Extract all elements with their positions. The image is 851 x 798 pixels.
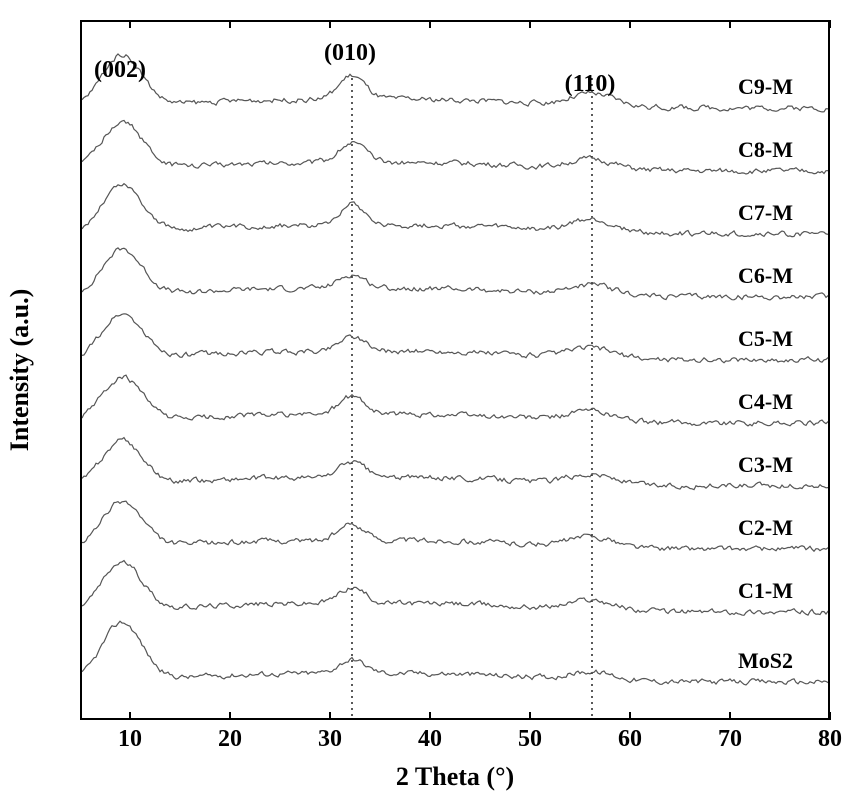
- series-label: MoS2: [738, 648, 793, 674]
- xrd-trace: [82, 184, 830, 237]
- xrd-trace: [82, 621, 830, 685]
- plot-svg: [82, 22, 830, 720]
- x-tick-mark: [329, 712, 331, 720]
- x-tick-label: 60: [618, 726, 642, 753]
- xrd-figure: Intensity (a.u.) 2 Theta (°) 10 20 30 40 50 6…: [0, 0, 851, 798]
- x-tick-label: 30: [318, 726, 342, 753]
- x-tick-label: 40: [418, 726, 442, 753]
- series-label: C8-M: [738, 137, 793, 163]
- x-tick-label: 20: [218, 726, 242, 753]
- series-label: C6-M: [738, 263, 793, 289]
- x-tick-mark-top: [529, 20, 531, 28]
- plot-area: [80, 20, 830, 720]
- x-tick-mark-top: [629, 20, 631, 28]
- x-tick-mark-top: [129, 20, 131, 28]
- x-tick-mark: [629, 712, 631, 720]
- series-label: C2-M: [738, 515, 793, 541]
- xrd-trace: [82, 501, 830, 551]
- series-label: C5-M: [738, 326, 793, 352]
- series-label: C4-M: [738, 389, 793, 415]
- series-label: C9-M: [738, 74, 793, 100]
- x-tick-mark-top: [829, 20, 831, 28]
- series-label: C7-M: [738, 200, 793, 226]
- peak-label: (010): [324, 40, 376, 67]
- xrd-trace: [82, 120, 830, 174]
- xrd-trace: [82, 561, 830, 616]
- x-tick-mark: [229, 712, 231, 720]
- x-tick-mark-top: [329, 20, 331, 28]
- x-tick-label: 70: [718, 726, 742, 753]
- xrd-trace: [82, 54, 830, 112]
- series-label: C1-M: [738, 578, 793, 604]
- series-label: C3-M: [738, 452, 793, 478]
- x-axis-label: 2 Theta (°): [396, 762, 514, 792]
- x-tick-label: 50: [518, 726, 542, 753]
- xrd-trace: [82, 248, 830, 300]
- x-tick-mark: [429, 712, 431, 720]
- x-tick-mark: [129, 712, 131, 720]
- x-tick-mark-top: [229, 20, 231, 28]
- x-tick-mark-top: [729, 20, 731, 28]
- xrd-trace: [82, 438, 830, 490]
- xrd-trace: [82, 314, 830, 363]
- xrd-trace: [82, 375, 830, 426]
- x-tick-label: 80: [818, 726, 842, 753]
- peak-label: (110): [565, 71, 616, 98]
- y-axis-label: Intensity (a.u.): [5, 289, 35, 452]
- peak-label: (002): [94, 57, 146, 84]
- x-tick-mark: [529, 712, 531, 720]
- x-tick-label: 10: [118, 726, 142, 753]
- x-tick-mark: [729, 712, 731, 720]
- x-tick-mark: [829, 712, 831, 720]
- x-tick-mark-top: [429, 20, 431, 28]
